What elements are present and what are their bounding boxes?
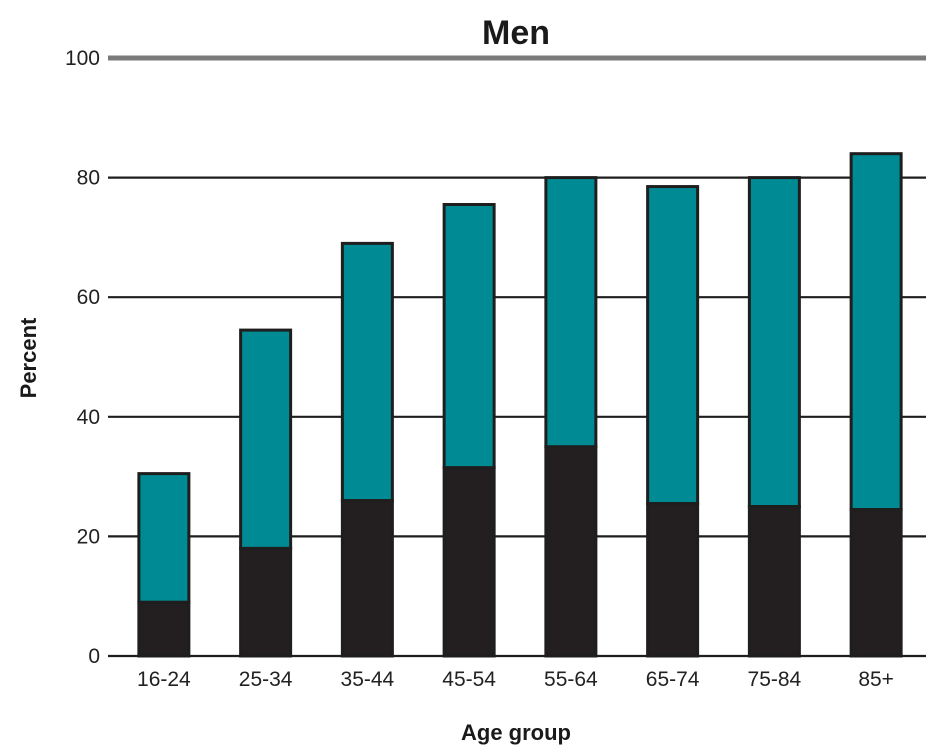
bar-segment-upper xyxy=(239,328,293,550)
y-axis-ticks: 0 20 40 60 80 100 xyxy=(65,47,100,668)
y-tick-label: 40 xyxy=(77,406,100,429)
bar-segment-upper xyxy=(849,152,903,511)
bar-segment-lower xyxy=(239,546,293,658)
bars xyxy=(137,152,903,658)
x-tick-label: 35-44 xyxy=(341,668,395,691)
bar-segment-lower xyxy=(442,466,496,658)
x-tick-label: 65-74 xyxy=(646,668,700,691)
bar-segment-upper xyxy=(544,176,598,449)
x-tick-label: 85+ xyxy=(858,668,894,691)
bar-segment-upper xyxy=(747,176,801,508)
x-axis-title: Age group xyxy=(461,720,571,745)
x-tick-label: 25-34 xyxy=(239,668,293,691)
x-axis-ticks: 16-24 25-34 35-44 45-54 55-64 65-74 75-84 85+ xyxy=(137,668,894,691)
x-tick-label: 16-24 xyxy=(137,668,191,691)
bar-segment-upper xyxy=(137,472,191,604)
bar-segment-lower xyxy=(747,505,801,658)
x-tick-label: 45-54 xyxy=(442,668,496,691)
gridlines xyxy=(108,55,926,658)
x-tick-label: 75-84 xyxy=(748,668,802,691)
bar-segment-lower xyxy=(137,600,191,658)
bar-segment-lower xyxy=(849,507,903,658)
bar-segment-upper xyxy=(442,203,496,470)
y-tick-label: 20 xyxy=(77,525,100,548)
bar-segment-upper xyxy=(340,241,394,503)
y-tick-label: 0 xyxy=(88,645,100,668)
bar-segment-lower xyxy=(340,499,394,658)
y-tick-label: 60 xyxy=(77,286,100,309)
y-tick-label: 100 xyxy=(65,47,100,70)
bar-segment-upper xyxy=(646,185,700,506)
bar-segment-lower xyxy=(646,502,700,658)
chart-title: Men xyxy=(482,14,550,52)
y-tick-label: 80 xyxy=(77,167,100,190)
y-axis-title: Percent xyxy=(16,317,41,398)
x-tick-label: 55-64 xyxy=(544,668,598,691)
bar-segment-lower xyxy=(544,445,598,658)
